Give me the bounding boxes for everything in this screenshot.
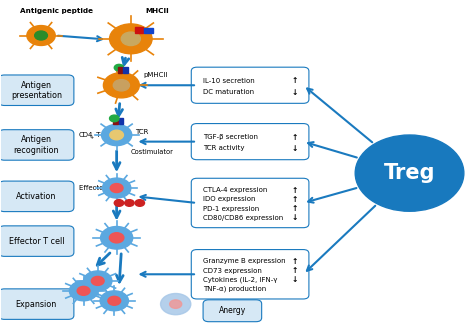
Text: ↓: ↓: [291, 213, 298, 222]
Circle shape: [35, 31, 47, 40]
Text: MHCII: MHCII: [145, 8, 169, 14]
FancyBboxPatch shape: [0, 130, 74, 160]
Text: T cell: T cell: [94, 132, 115, 138]
Text: DC maturation: DC maturation: [202, 89, 254, 95]
Text: ↑: ↑: [291, 195, 298, 204]
Circle shape: [69, 281, 98, 301]
Text: Activation: Activation: [16, 192, 56, 201]
Text: IDO expression: IDO expression: [202, 196, 255, 202]
Circle shape: [110, 183, 123, 192]
Bar: [118, 67, 122, 73]
Text: CD80/CD86 expression: CD80/CD86 expression: [202, 215, 283, 221]
Circle shape: [114, 200, 124, 206]
Text: ↑: ↑: [291, 76, 298, 85]
Text: Effector T cell: Effector T cell: [9, 237, 64, 246]
Text: TCR activity: TCR activity: [202, 146, 244, 152]
Text: Expansion: Expansion: [16, 300, 57, 309]
Circle shape: [125, 200, 134, 206]
Text: ↑: ↑: [291, 133, 298, 142]
Text: Effector T cell: Effector T cell: [79, 185, 127, 191]
Text: Antigen
presentation: Antigen presentation: [11, 81, 62, 100]
Text: Antigen
recognition: Antigen recognition: [14, 135, 59, 155]
Circle shape: [91, 276, 104, 285]
Text: Cytokines (IL-2, IFN-γ: Cytokines (IL-2, IFN-γ: [202, 276, 277, 283]
Circle shape: [121, 32, 140, 46]
FancyBboxPatch shape: [191, 178, 309, 228]
FancyBboxPatch shape: [0, 181, 74, 211]
Circle shape: [100, 291, 128, 311]
Circle shape: [170, 300, 182, 308]
Bar: [118, 119, 123, 125]
Text: Anergy: Anergy: [219, 306, 246, 315]
Circle shape: [103, 73, 139, 98]
Text: Treg: Treg: [384, 163, 435, 183]
Circle shape: [114, 64, 124, 71]
Text: TGF-β secretion: TGF-β secretion: [202, 134, 257, 140]
FancyBboxPatch shape: [191, 67, 309, 103]
Circle shape: [83, 271, 112, 291]
Circle shape: [109, 233, 124, 243]
Text: PD-1 expression: PD-1 expression: [202, 205, 259, 211]
Text: CD73 expression: CD73 expression: [202, 268, 262, 274]
FancyBboxPatch shape: [0, 226, 74, 256]
Text: ↑: ↑: [291, 185, 298, 194]
Circle shape: [109, 115, 119, 122]
Circle shape: [113, 80, 129, 91]
Circle shape: [135, 200, 145, 206]
Text: ↓: ↓: [291, 144, 298, 153]
Text: Costimulator: Costimulator: [131, 149, 173, 155]
Text: ↓: ↓: [291, 88, 298, 97]
Text: +: +: [90, 135, 94, 140]
FancyBboxPatch shape: [191, 124, 309, 160]
Circle shape: [108, 296, 121, 305]
Text: TCR: TCR: [136, 129, 149, 135]
Circle shape: [109, 24, 152, 54]
Text: ↓: ↓: [291, 275, 298, 284]
Bar: [113, 119, 118, 125]
Text: DC: DC: [135, 42, 146, 48]
Circle shape: [161, 293, 191, 315]
Bar: [144, 28, 153, 33]
Text: ↑: ↑: [291, 257, 298, 266]
FancyBboxPatch shape: [0, 289, 74, 319]
FancyBboxPatch shape: [191, 249, 309, 299]
Text: pMHCII: pMHCII: [144, 72, 168, 78]
Text: TNF-α) production: TNF-α) production: [202, 286, 266, 292]
Circle shape: [355, 135, 464, 211]
Circle shape: [101, 125, 132, 146]
Circle shape: [102, 178, 131, 198]
Text: ↑: ↑: [291, 204, 298, 213]
Circle shape: [27, 26, 55, 46]
FancyBboxPatch shape: [0, 75, 74, 106]
Circle shape: [100, 226, 133, 249]
Bar: [123, 67, 128, 73]
Text: IL-10 secretion: IL-10 secretion: [202, 78, 255, 84]
Text: Antigenic peptide: Antigenic peptide: [20, 8, 93, 14]
Text: CD4: CD4: [79, 132, 93, 138]
Bar: [135, 27, 143, 33]
Text: CTLA-4 expression: CTLA-4 expression: [202, 187, 267, 193]
Text: ↑: ↑: [291, 266, 298, 275]
Circle shape: [77, 286, 90, 295]
FancyBboxPatch shape: [203, 300, 262, 322]
Circle shape: [110, 130, 123, 140]
Text: Granzyme B expression: Granzyme B expression: [202, 258, 285, 264]
